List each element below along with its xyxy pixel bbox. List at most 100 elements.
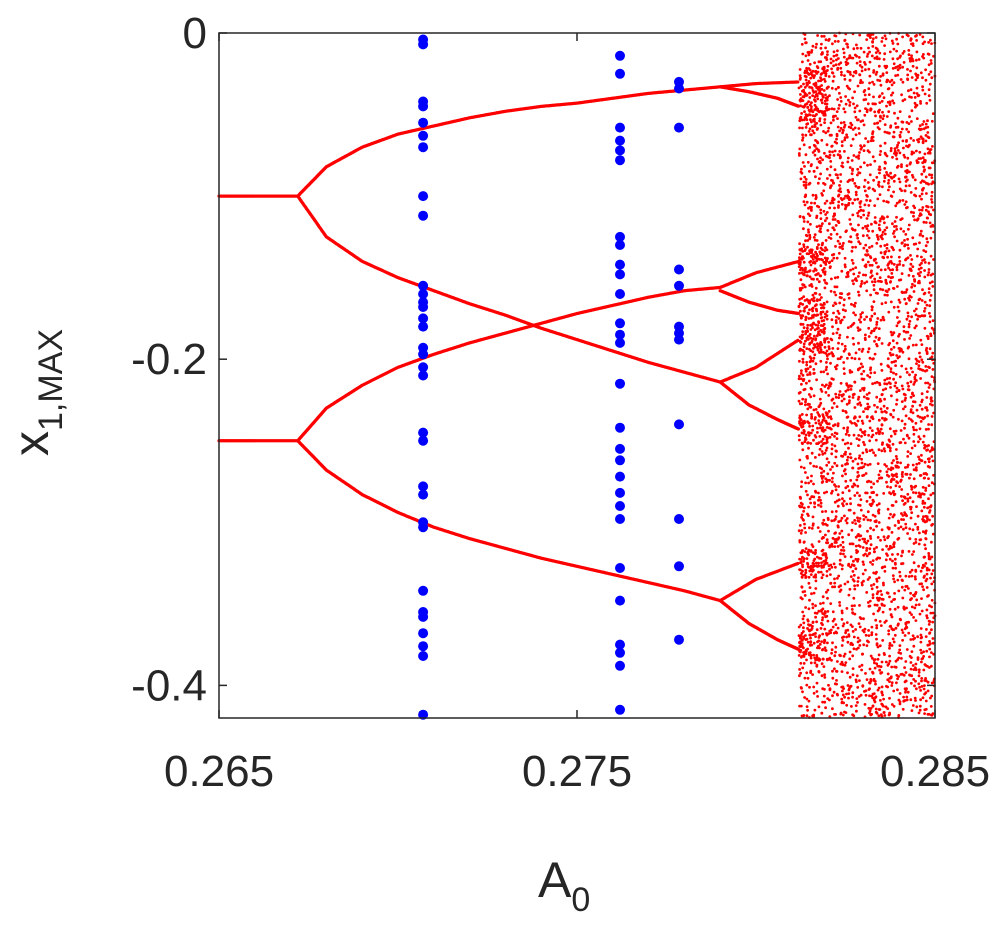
red-point xyxy=(889,194,893,198)
red-point xyxy=(837,86,840,89)
red-point xyxy=(860,372,863,376)
red-point xyxy=(898,320,901,323)
red-point xyxy=(835,256,839,260)
red-point xyxy=(842,504,845,508)
red-point xyxy=(796,80,800,84)
red-point xyxy=(924,244,928,248)
red-point xyxy=(868,547,872,551)
red-point xyxy=(864,225,867,228)
red-point xyxy=(825,590,828,594)
red-point xyxy=(853,406,857,409)
red-point xyxy=(804,186,808,190)
red-point xyxy=(892,689,896,693)
red-point xyxy=(888,544,892,548)
red-point xyxy=(878,708,882,711)
red-point xyxy=(883,378,887,382)
red-point xyxy=(857,444,860,447)
red-point xyxy=(809,76,813,80)
red-point xyxy=(918,355,922,359)
red-point xyxy=(837,107,840,110)
red-point xyxy=(895,49,898,53)
red-point xyxy=(895,201,899,205)
red-point xyxy=(839,381,843,385)
red-point xyxy=(852,647,856,651)
red-point xyxy=(922,515,925,519)
red-point xyxy=(897,589,901,593)
red-point xyxy=(824,239,828,242)
red-point xyxy=(868,439,872,443)
red-point xyxy=(863,61,866,64)
red-point xyxy=(874,410,878,414)
red-point xyxy=(903,588,907,592)
red-point xyxy=(852,311,855,315)
red-point xyxy=(820,101,824,105)
red-point xyxy=(818,177,821,181)
red-point xyxy=(930,605,933,609)
red-point xyxy=(864,333,867,337)
red-point xyxy=(873,352,877,356)
red-point xyxy=(922,170,926,173)
red-point xyxy=(914,78,918,82)
red-point xyxy=(822,694,826,698)
red-point xyxy=(866,102,870,106)
red-point xyxy=(890,255,893,259)
red-point xyxy=(802,432,806,435)
red-point xyxy=(911,282,914,286)
red-point xyxy=(929,62,933,65)
red-point xyxy=(813,353,817,357)
red-point xyxy=(882,492,886,495)
red-point xyxy=(854,193,858,197)
red-point xyxy=(825,446,829,450)
red-point xyxy=(817,419,821,422)
red-point xyxy=(860,668,863,672)
red-point xyxy=(890,78,894,82)
red-point xyxy=(929,332,932,336)
red-point xyxy=(875,637,878,641)
red-point xyxy=(858,644,862,647)
red-point xyxy=(844,194,847,198)
red-point xyxy=(890,348,893,351)
red-point xyxy=(883,569,887,573)
red-point xyxy=(857,293,861,297)
red-point xyxy=(861,546,865,549)
red-point xyxy=(902,230,906,233)
red-point xyxy=(830,443,834,446)
red-point xyxy=(901,499,904,503)
red-point xyxy=(801,357,805,361)
red-point xyxy=(807,228,810,232)
red-point xyxy=(883,232,887,236)
red-point xyxy=(854,416,857,419)
red-point xyxy=(870,222,873,226)
red-point xyxy=(847,98,850,102)
red-point xyxy=(898,63,902,67)
red-point xyxy=(850,604,854,608)
red-point xyxy=(853,90,856,94)
red-point xyxy=(808,127,812,131)
red-point xyxy=(915,505,918,508)
red-point xyxy=(867,211,871,215)
red-point xyxy=(834,645,838,649)
red-point xyxy=(890,665,894,669)
red-point xyxy=(878,153,882,157)
red-point xyxy=(880,660,884,664)
red-point xyxy=(903,297,907,301)
red-point xyxy=(912,491,915,494)
red-point xyxy=(922,220,926,224)
red-point xyxy=(896,305,900,309)
red-point xyxy=(930,205,933,209)
red-point xyxy=(911,236,915,240)
red-point xyxy=(886,707,890,710)
red-point xyxy=(912,477,916,481)
red-point xyxy=(909,452,912,455)
red-point xyxy=(891,57,895,61)
red-point xyxy=(876,405,879,409)
red-point xyxy=(856,118,859,122)
red-point xyxy=(892,490,895,493)
red-point xyxy=(920,400,924,404)
red-point xyxy=(930,198,933,201)
red-point xyxy=(912,394,915,397)
red-point xyxy=(897,255,901,259)
red-point xyxy=(804,153,808,157)
red-point xyxy=(845,635,848,639)
red-point xyxy=(896,116,900,120)
